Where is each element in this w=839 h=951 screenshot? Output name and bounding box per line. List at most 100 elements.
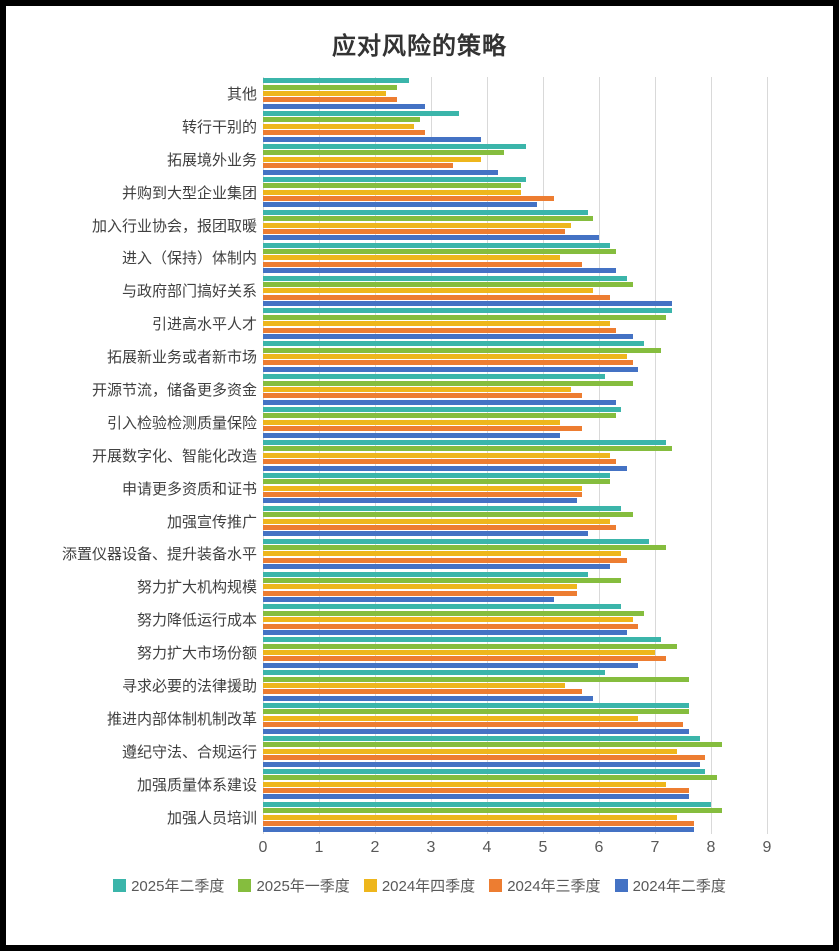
category-row: 添置仪器设备、提升装备水平 <box>8 537 833 570</box>
bar-2025年二季度 <box>263 505 622 511</box>
bar-group <box>263 241 767 274</box>
bar-group <box>263 505 767 538</box>
bar-2024年三季度 <box>263 426 583 432</box>
legend-swatch-icon <box>363 879 377 893</box>
bar-2025年一季度 <box>263 775 717 781</box>
bar-2025年一季度 <box>263 314 667 320</box>
bar-2025年二季度 <box>263 604 622 610</box>
bar-2024年二季度 <box>263 761 700 767</box>
bar-group <box>263 439 767 472</box>
category-row: 努力扩大市场份额 <box>8 636 833 669</box>
bar-group <box>263 801 767 834</box>
bar-2025年一季度 <box>263 577 622 583</box>
bar-group <box>263 702 767 735</box>
bar-2024年四季度 <box>263 222 571 228</box>
bar-2024年四季度 <box>263 321 611 327</box>
bar-2025年一季度 <box>263 709 689 715</box>
bar-2024年二季度 <box>263 103 426 109</box>
bar-2024年二季度 <box>263 827 695 833</box>
x-tick-label: 8 <box>706 839 716 857</box>
bar-2025年二季度 <box>263 78 409 84</box>
legend: 2025年二季度 2025年一季度 2024年四季度 2024年三季度 2024年二季度 <box>6 875 833 896</box>
bar-2024年二季度 <box>263 136 482 142</box>
bar-2024年二季度 <box>263 465 627 471</box>
x-tick-label: 6 <box>594 839 604 857</box>
legend-swatch-icon <box>238 879 252 893</box>
bar-2025年二季度 <box>263 143 527 149</box>
gridline-7 <box>655 77 656 834</box>
bar-2025年一季度 <box>263 150 504 156</box>
bar-2024年三季度 <box>263 590 577 596</box>
bar-2024年四季度 <box>263 189 521 195</box>
bar-2025年二季度 <box>263 538 650 544</box>
category-row: 与政府部门搞好关系 <box>8 274 833 307</box>
bar-2025年二季度 <box>263 735 700 741</box>
x-tick-label: 1 <box>314 839 324 857</box>
bar-2025年一季度 <box>263 380 633 386</box>
bar-2024年二季度 <box>263 498 577 504</box>
bar-group <box>263 110 767 143</box>
category-row: 加强人员培训 <box>8 801 833 834</box>
bar-group <box>263 768 767 801</box>
bar-2025年一季度 <box>263 413 616 419</box>
bar-2024年三季度 <box>263 656 667 662</box>
bar-2024年三季度 <box>263 459 616 465</box>
bar-2024年三季度 <box>263 788 689 794</box>
bar-2024年二季度 <box>263 695 594 701</box>
bar-2024年二季度 <box>263 399 616 405</box>
bar-2024年四季度 <box>263 156 482 162</box>
x-axis: 0 1 2 3 4 5 6 7 8 9 <box>259 833 772 859</box>
bar-2024年四季度 <box>263 518 611 524</box>
bar-2024年二季度 <box>263 301 672 307</box>
bar-2024年二季度 <box>263 235 599 241</box>
x-tick-label: 4 <box>482 839 492 857</box>
category-rows: 其他 转行干别的 拓展境外业务 并购到大型企业集团 加入行业协会，报团取暖 进入（保持）体… <box>8 77 833 833</box>
category-row: 遵纪守法、合规运行 <box>8 735 833 768</box>
category-row: 引进高水平人才 <box>8 307 833 340</box>
bar-2024年四季度 <box>263 551 622 557</box>
bar-2024年三季度 <box>263 492 583 498</box>
bar-group <box>263 373 767 406</box>
legend-item-2025年二季度: 2025年二季度 <box>113 875 224 896</box>
category-row: 加强宣传推广 <box>8 505 833 538</box>
bar-group <box>263 636 767 669</box>
category-label: 努力扩大机构规模 <box>136 580 257 597</box>
x-tick-label: 0 <box>258 839 268 857</box>
legend-swatch-icon <box>113 879 127 893</box>
x-tick-label: 9 <box>762 839 772 857</box>
gridline-9 <box>767 77 768 834</box>
bar-2025年二季度 <box>263 768 706 774</box>
bar-group <box>263 570 767 603</box>
bar-2025年二季度 <box>263 374 605 380</box>
bar-2024年二季度 <box>263 531 588 537</box>
bar-2025年二季度 <box>263 703 689 709</box>
bar-2024年二季度 <box>263 169 499 175</box>
bar-2025年二季度 <box>263 308 672 314</box>
category-label: 并购到大型企业集团 <box>121 185 257 202</box>
bar-2024年二季度 <box>263 333 633 339</box>
bar-2024年四季度 <box>263 386 571 392</box>
category-label: 寻求必要的法律援助 <box>121 678 257 695</box>
category-row: 努力降低运行成本 <box>8 603 833 636</box>
bar-2025年二季度 <box>263 472 611 478</box>
category-label: 拓展境外业务 <box>166 152 257 169</box>
bar-2025年一季度 <box>263 281 633 287</box>
bar-group <box>263 537 767 570</box>
category-label: 申请更多资质和证书 <box>121 481 257 498</box>
bar-2024年二季度 <box>263 629 627 635</box>
x-tick-label: 3 <box>426 839 436 857</box>
bar-2024年三季度 <box>263 623 639 629</box>
bar-2025年一季度 <box>263 347 661 353</box>
chart-title: 应对风险的策略 <box>332 34 507 60</box>
x-tick-label: 7 <box>650 839 660 857</box>
bar-2024年三季度 <box>263 360 633 366</box>
x-tick-label: 5 <box>538 839 548 857</box>
bar-2025年二季度 <box>263 275 627 281</box>
bar-2025年一季度 <box>263 479 611 485</box>
bar-2024年三季度 <box>263 557 627 563</box>
bar-2024年三季度 <box>263 228 566 234</box>
category-label: 推进内部体制机制改革 <box>106 711 257 728</box>
legend-item-2024年四季度: 2024年四季度 <box>363 875 475 896</box>
category-row: 进入（保持）体制内 <box>8 241 833 274</box>
bar-2025年一季度 <box>263 808 723 814</box>
